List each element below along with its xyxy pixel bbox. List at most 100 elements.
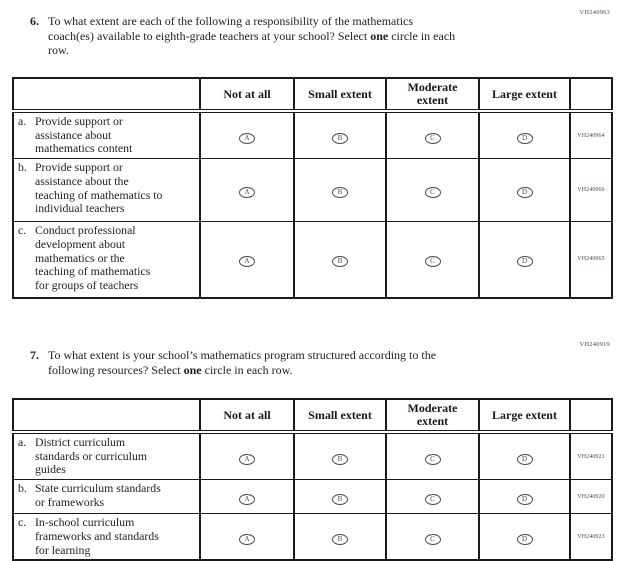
header-code-blank xyxy=(569,398,613,434)
option-cell-not-at-all: A xyxy=(199,431,295,481)
row-label-cell: b. Provide support or assistance about th… xyxy=(12,158,201,223)
answer-oval-d[interactable]: D xyxy=(516,132,533,144)
row-label-text: In-school curriculum frameworks and stand… xyxy=(35,515,159,557)
row-label-text: State curriculum standards or frameworks xyxy=(35,481,161,509)
option-cell-large-extent: D xyxy=(478,221,571,299)
option-cell-large-extent: D xyxy=(478,431,571,481)
answer-oval-a[interactable]: A xyxy=(239,187,255,199)
header-not-at-all: Not at all xyxy=(199,77,295,113)
table-header-row: Not at all Small extent Moderate extent L… xyxy=(12,398,613,434)
table-row: a. District curriculum standards or curri… xyxy=(12,431,613,481)
row-label-cell: a. District curriculum standards or curri… xyxy=(12,431,201,481)
option-cell-not-at-all: A xyxy=(199,158,295,223)
row-label-cell: a. Provide support or assistance about mat… xyxy=(12,110,201,160)
header-moderate-extent: Moderate extent xyxy=(385,77,480,113)
answer-oval-b[interactable]: B xyxy=(332,493,348,505)
question-7-text: To what extent is your school’s mathemat… xyxy=(48,348,437,377)
table-row: c. In-school curriculum frameworks and st… xyxy=(12,513,613,561)
option-cell-small-extent: B xyxy=(293,513,387,561)
table-row: b. Provide support or assistance about th… xyxy=(12,158,613,223)
option-cell-large-extent: D xyxy=(478,513,571,561)
row-item-code: VH240964 xyxy=(569,110,613,160)
answer-oval-a[interactable]: A xyxy=(239,493,255,505)
question-7: 7. To what extent is your school’s mathe… xyxy=(30,348,436,377)
row-label-cell: c. Conduct professional development about… xyxy=(12,221,201,299)
row-item-code: VH240920 xyxy=(569,479,613,515)
option-cell-moderate-extent: C xyxy=(385,513,480,561)
row-item-code: VH240921 xyxy=(569,431,613,481)
question-6-text: To what extent are each of the following… xyxy=(48,14,456,57)
option-cell-not-at-all: A xyxy=(199,221,295,299)
answer-oval-a[interactable]: A xyxy=(239,256,255,268)
answer-oval-b[interactable]: B xyxy=(332,187,348,199)
answer-oval-b[interactable]: B xyxy=(332,533,348,545)
row-label-text: Conduct professional development about mat… xyxy=(35,223,151,292)
option-cell-not-at-all: A xyxy=(199,110,295,160)
header-large-extent: Large extent xyxy=(478,77,571,113)
table-header-row: Not at all Small extent Moderate extent L… xyxy=(12,77,613,113)
option-cell-small-extent: B xyxy=(293,479,387,515)
option-cell-small-extent: B xyxy=(293,221,387,299)
option-cell-large-extent: D xyxy=(478,479,571,515)
option-cell-moderate-extent: C xyxy=(385,431,480,481)
question-6-item-code: VH240963 xyxy=(579,9,610,16)
answer-oval-c[interactable]: C xyxy=(424,533,441,545)
header-moderate-extent: Moderate extent xyxy=(385,398,480,434)
answer-oval-d[interactable]: D xyxy=(516,453,533,465)
row-letter: a. xyxy=(18,114,27,128)
header-small-extent: Small extent xyxy=(293,77,387,113)
answer-oval-c[interactable]: C xyxy=(424,256,441,268)
option-cell-moderate-extent: C xyxy=(385,110,480,160)
answer-oval-c[interactable]: C xyxy=(424,187,441,199)
question-6: 6. To what extent are each of the follow… xyxy=(30,14,455,58)
row-letter: a. xyxy=(18,435,27,449)
question-7-table: Not at all Small extent Moderate extent L… xyxy=(12,398,613,561)
row-letter: c. xyxy=(18,515,27,530)
answer-oval-d[interactable]: D xyxy=(516,533,533,545)
question-6-table: Not at all Small extent Moderate extent L… xyxy=(12,77,613,299)
row-item-code: VH240965 xyxy=(569,221,613,299)
answer-oval-d[interactable]: D xyxy=(516,493,533,505)
question-7-number: 7. xyxy=(30,348,39,362)
option-cell-small-extent: B xyxy=(293,110,387,160)
option-cell-small-extent: B xyxy=(293,431,387,481)
row-item-code: VH240923 xyxy=(569,513,613,561)
answer-oval-a[interactable]: A xyxy=(239,533,255,545)
header-blank xyxy=(12,77,201,113)
answer-oval-a[interactable]: A xyxy=(239,453,255,465)
option-cell-small-extent: B xyxy=(293,158,387,223)
option-cell-moderate-extent: C xyxy=(385,158,480,223)
header-code-blank xyxy=(569,77,613,113)
row-letter: b. xyxy=(18,160,27,175)
answer-oval-c[interactable]: C xyxy=(424,453,441,465)
answer-oval-d[interactable]: D xyxy=(516,187,533,199)
row-letter: c. xyxy=(18,223,27,238)
row-label-text: Provide support or assistance about mathem… xyxy=(35,114,133,156)
row-label-cell: b. State curriculum standards or framewor… xyxy=(12,479,201,515)
answer-oval-b[interactable]: B xyxy=(332,256,348,268)
answer-oval-b[interactable]: B xyxy=(332,453,348,465)
option-cell-moderate-extent: C xyxy=(385,221,480,299)
header-large-extent: Large extent xyxy=(478,398,571,434)
answer-oval-c[interactable]: C xyxy=(424,493,441,505)
row-label-text: Provide support or assistance about the te… xyxy=(35,160,163,216)
question-7-item-code: VH240919 xyxy=(579,341,610,348)
question-6-number: 6. xyxy=(30,14,39,28)
header-blank xyxy=(12,398,201,434)
row-label-cell: c. In-school curriculum frameworks and st… xyxy=(12,513,201,561)
row-item-code: VH240966 xyxy=(569,158,613,223)
option-cell-not-at-all: A xyxy=(199,479,295,515)
option-cell-large-extent: D xyxy=(478,110,571,160)
header-small-extent: Small extent xyxy=(293,398,387,434)
row-label-text: District curriculum standards or curricul… xyxy=(35,435,148,477)
answer-oval-d[interactable]: D xyxy=(516,256,533,268)
header-not-at-all: Not at all xyxy=(199,398,295,434)
row-letter: b. xyxy=(18,481,27,496)
answer-oval-c[interactable]: C xyxy=(424,132,441,144)
table-row: a. Provide support or assistance about mat… xyxy=(12,110,613,160)
answer-oval-b[interactable]: B xyxy=(332,132,348,144)
answer-oval-a[interactable]: A xyxy=(239,132,255,144)
option-cell-moderate-extent: C xyxy=(385,479,480,515)
option-cell-large-extent: D xyxy=(478,158,571,223)
